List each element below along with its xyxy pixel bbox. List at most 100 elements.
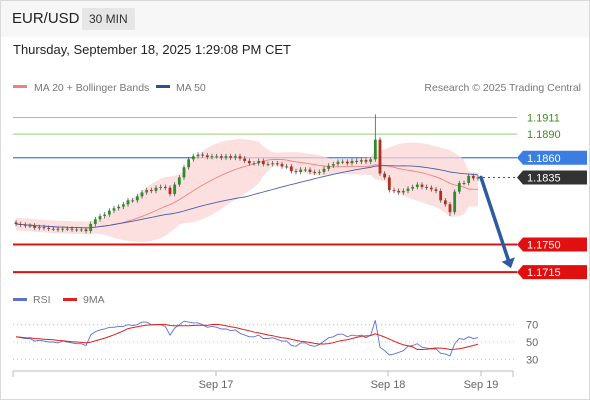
candle: [271, 163, 275, 165]
candle: [313, 171, 317, 173]
candle: [429, 187, 433, 190]
candle: [205, 155, 209, 157]
candle: [243, 158, 247, 161]
candle: [462, 182, 466, 184]
candle: [331, 164, 335, 166]
candle: [406, 188, 410, 191]
forecast-arrow-head: [501, 257, 515, 269]
candle: [336, 161, 340, 165]
candle: [294, 171, 298, 173]
support-1-label: 1.1750: [527, 239, 561, 251]
rsi-tick-label: 30: [526, 354, 538, 366]
candle: [378, 139, 382, 174]
candle: [159, 186, 163, 188]
candle: [117, 206, 121, 209]
candle: [369, 159, 373, 162]
rsi-panel: 70 50 30: [13, 320, 538, 366]
candle: [420, 184, 424, 187]
candle: [182, 167, 186, 178]
candle: [191, 156, 195, 160]
ma20-legend-swatch: [13, 85, 27, 88]
candle: [476, 177, 480, 179]
candle: [103, 214, 107, 217]
candle: [345, 161, 349, 164]
bollinger-band-area: [16, 138, 478, 242]
candle: [177, 177, 181, 185]
candle: [121, 204, 125, 207]
candle: [89, 223, 93, 232]
candle: [14, 222, 18, 224]
rsi-line: [15, 320, 479, 357]
ma9-legend-label: 9MA: [83, 294, 105, 306]
candle: [401, 190, 405, 193]
candle: [93, 219, 97, 224]
candle: [327, 165, 331, 169]
ma50-line: [15, 165, 479, 229]
candle: [439, 190, 443, 201]
forecast-arrow: [479, 175, 515, 269]
price-labels: 1.1911 1.1890 1.1860 1.1835 1.1750 1.1715: [517, 113, 587, 280]
candle: [392, 190, 396, 192]
candle: [173, 184, 177, 195]
candle: [397, 190, 401, 193]
resistance-1-label: 1.1890: [527, 129, 561, 141]
candle: [215, 156, 219, 158]
rsi-legend-swatch: [13, 298, 27, 301]
candle: [387, 177, 391, 191]
candle: [233, 156, 237, 158]
candle: [355, 160, 359, 162]
ma50-legend-label: MA 50: [176, 82, 206, 94]
support-1-label-box: [517, 237, 587, 252]
candle: [112, 208, 116, 211]
candle: [201, 154, 205, 156]
candle: [434, 189, 438, 191]
candle: [19, 223, 23, 225]
candle: [131, 200, 135, 202]
candle: [149, 190, 153, 192]
rsi-legend-label: RSI: [33, 294, 51, 306]
candle: [266, 164, 270, 166]
candle: [373, 139, 377, 160]
candle: [341, 161, 345, 163]
candle: [196, 154, 200, 157]
candle: [187, 159, 191, 168]
candle: [229, 156, 233, 158]
candle: [98, 216, 102, 220]
bollinger-band: [16, 138, 478, 242]
candle: [285, 166, 289, 168]
pivot-label: 1.1860: [527, 153, 561, 165]
candle: [75, 229, 79, 231]
candle: [252, 163, 256, 165]
time-tick-label: Sep 18: [371, 379, 406, 391]
candle: [168, 187, 172, 195]
candle: [448, 204, 452, 213]
candle: [140, 192, 144, 197]
timeframe-badge[interactable]: 30 MIN: [82, 8, 135, 30]
candle: [163, 186, 167, 188]
time-tick-label: Sep 17: [199, 379, 234, 391]
candle: [257, 160, 261, 164]
candlesticks: [14, 114, 480, 234]
candle: [415, 184, 419, 187]
candle: [467, 175, 471, 183]
time-axis: Sep 17 Sep 18 Sep 19: [12, 370, 514, 391]
candle: [453, 191, 457, 213]
candle: [443, 200, 447, 205]
candle: [308, 169, 312, 172]
candle: [275, 163, 279, 165]
candle: [33, 225, 37, 228]
support-2-label-box: [517, 265, 587, 280]
candle: [317, 171, 321, 173]
forecast-arrow-shaft: [479, 175, 510, 262]
candle: [350, 160, 354, 164]
candle: [135, 196, 139, 201]
candle: [126, 200, 130, 205]
candle: [84, 229, 88, 232]
candle: [23, 224, 27, 226]
candle: [154, 187, 158, 191]
ma20-legend-label: MA 20 + Bollinger Bands: [34, 82, 149, 94]
resistance-2-label: 1.1911: [527, 113, 560, 125]
symbol-title: EUR/USD: [12, 10, 80, 27]
ma9-legend-swatch: [63, 298, 77, 301]
